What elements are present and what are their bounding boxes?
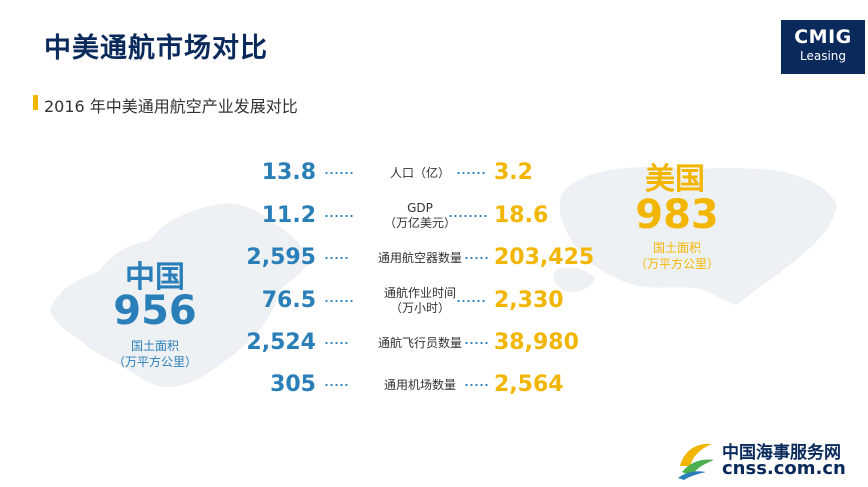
usa-stat-value: 18.6 bbox=[494, 203, 549, 228]
stat-label: GDP （万亿美元） bbox=[383, 201, 456, 230]
cnss-swirl-logo-icon bbox=[678, 443, 714, 480]
china-area-value: 956 bbox=[113, 288, 197, 334]
logo-brand-text: CMIG bbox=[794, 26, 852, 48]
page-title: 中美通航市场对比 bbox=[44, 33, 268, 64]
comparison-row: 11.2 GDP （万亿美元） 18.6 bbox=[230, 200, 620, 232]
dotted-leader bbox=[324, 384, 348, 386]
dotted-leader bbox=[324, 257, 348, 259]
china-stat-value: 305 bbox=[270, 372, 316, 397]
stat-label: 通用航空器数量 bbox=[377, 250, 462, 265]
china-area-label: 国土面积 （万平方公里） bbox=[100, 338, 210, 370]
stat-label: 通航飞行员数量 bbox=[377, 335, 462, 350]
usa-stat-value: 38,980 bbox=[494, 330, 579, 355]
subtitle-accent-bar bbox=[33, 95, 38, 110]
usa-area-label: 国土面积 （万平方公里） bbox=[622, 240, 732, 272]
usa-area-label-text: 国土面积 bbox=[652, 241, 701, 255]
china-map-icon bbox=[50, 203, 310, 387]
usa-stat-value: 2,564 bbox=[494, 372, 564, 397]
usa-area-value: 983 bbox=[635, 192, 719, 238]
comparison-row: 305 通用机场数量 2,564 bbox=[230, 369, 620, 401]
dotted-leader bbox=[464, 384, 488, 386]
dotted-leader bbox=[464, 342, 488, 344]
footer-site-url[interactable]: cnss.com.cn bbox=[722, 458, 846, 479]
dotted-leader bbox=[456, 172, 486, 174]
dotted-leader bbox=[324, 172, 354, 174]
stat-label: 人口（亿） bbox=[389, 165, 450, 180]
section-subtitle: 2016 年中美通用航空产业发展对比 bbox=[44, 97, 298, 116]
usa-stat-value: 3.2 bbox=[494, 160, 533, 185]
usa-stat-value: 203,425 bbox=[494, 245, 595, 270]
usa-area-unit-text: （万平方公里） bbox=[634, 257, 719, 271]
china-stat-value: 13.8 bbox=[261, 160, 316, 185]
dotted-leader bbox=[456, 300, 486, 302]
usa-stat-value: 2,330 bbox=[494, 288, 564, 313]
footer-site-name: 中国海事服务网 bbox=[722, 443, 841, 463]
dotted-leader bbox=[324, 342, 348, 344]
china-stat-value: 2,524 bbox=[246, 330, 316, 355]
china-name: 中国 bbox=[125, 260, 185, 295]
comparison-row: 2,524 通航飞行员数量 38,980 bbox=[230, 327, 620, 359]
dotted-leader bbox=[324, 300, 354, 302]
stat-label: 通航作业时间 （万小时） bbox=[383, 286, 456, 315]
dotted-leader bbox=[324, 215, 354, 217]
china-area-unit-text: （万平方公里） bbox=[112, 355, 197, 369]
china-stat-value: 2,595 bbox=[246, 245, 316, 270]
comparison-row: 2,595 通用航空器数量 203,425 bbox=[230, 242, 620, 274]
china-area-label-text: 国土面积 bbox=[130, 339, 179, 353]
logo-sub-text: Leasing bbox=[799, 49, 847, 63]
cmig-leasing-logo: CMIG Leasing bbox=[781, 20, 865, 74]
china-stat-value: 11.2 bbox=[261, 203, 316, 228]
stat-label: 通用机场数量 bbox=[383, 377, 456, 392]
comparison-row: 13.8 人口（亿） 3.2 bbox=[230, 157, 620, 189]
dotted-leader bbox=[464, 257, 488, 259]
dotted-leader bbox=[448, 215, 488, 217]
comparison-row: 76.5 通航作业时间 （万小时） 2,330 bbox=[230, 285, 620, 317]
china-stat-value: 76.5 bbox=[261, 288, 316, 313]
usa-name: 美国 bbox=[645, 162, 705, 197]
usa-map-icon bbox=[553, 167, 837, 305]
